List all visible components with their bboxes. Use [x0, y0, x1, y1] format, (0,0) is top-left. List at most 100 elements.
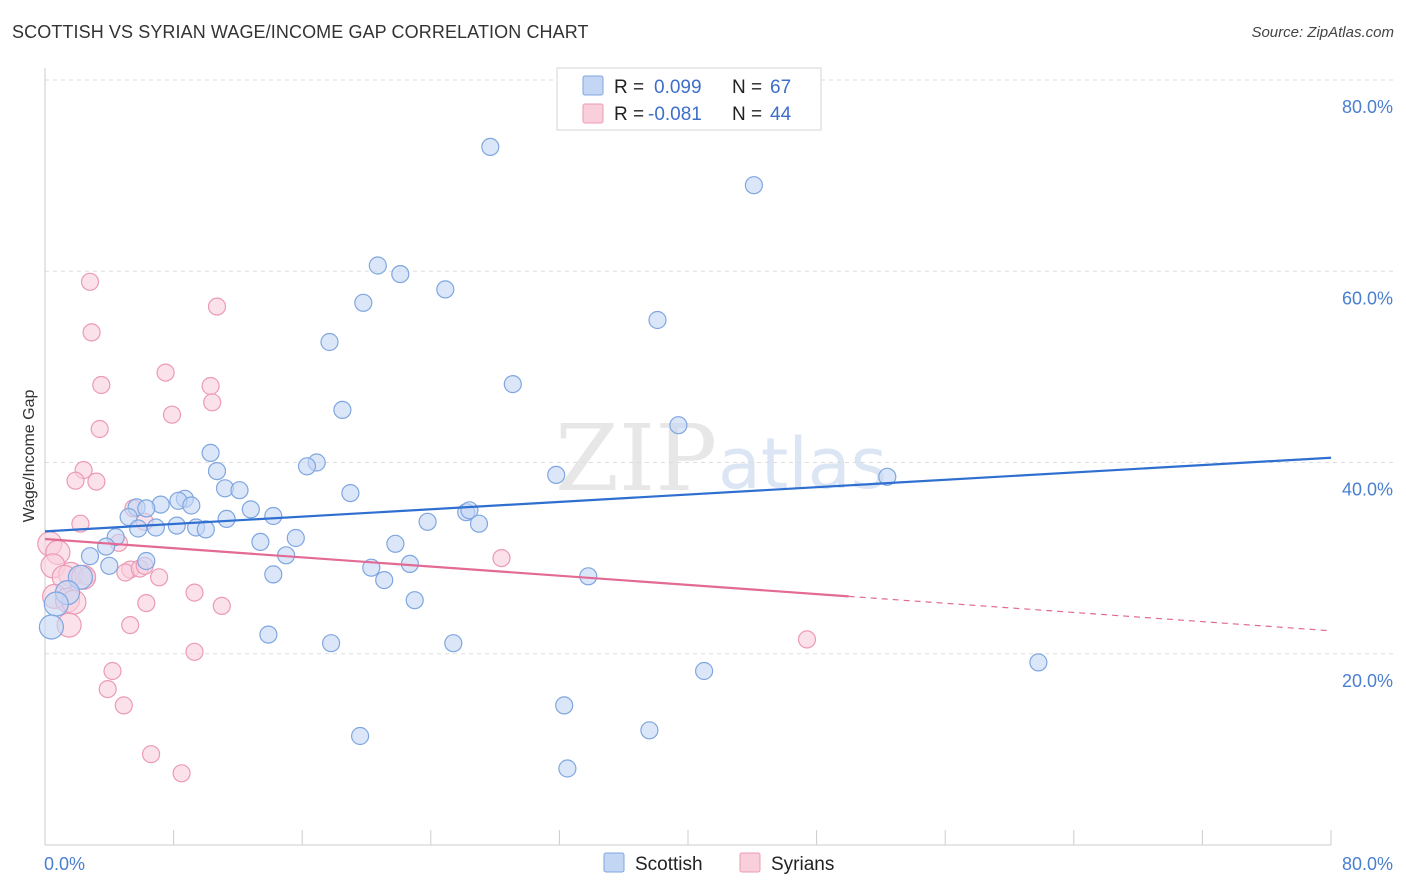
trend-line-syrians-extension — [848, 595, 1332, 632]
syrians-point-7 — [162, 405, 182, 424]
trend-lines — [44, 456, 1332, 632]
scottish-point-60 — [444, 634, 463, 653]
legend-r-label-scottish: R = — [614, 77, 644, 98]
scottish-point-13 — [297, 457, 317, 476]
legend-n-label-syrians: N = — [732, 104, 762, 125]
scottish-point-40 — [286, 528, 305, 548]
watermark: ZIP atlas — [555, 405, 887, 512]
scottish-point-19 — [341, 484, 360, 503]
scottish-point-46 — [137, 551, 156, 571]
scottish-point-2 — [368, 256, 387, 275]
scottish-point-28 — [264, 506, 283, 526]
scottish-point-37 — [129, 519, 148, 538]
scottish-point-27 — [241, 500, 260, 519]
syrians-point-13 — [71, 514, 90, 533]
scottish-point-18 — [230, 481, 249, 500]
correlation-legend: R = 0.099 N = 67 R = -0.081 N = 44 — [556, 67, 822, 131]
scottish-point-0 — [481, 137, 500, 156]
scottish-point-42 — [386, 534, 405, 553]
syrians-point-5 — [201, 376, 220, 396]
gridlines — [45, 79, 1393, 655]
scottish-point-8 — [503, 375, 522, 394]
scottish-point-56 — [43, 591, 69, 617]
legend-r-value-scottish: 0.099 — [654, 77, 702, 98]
scottish-point-6 — [648, 310, 667, 330]
y-tick-label-80: 80.0% — [1342, 97, 1393, 117]
scottish-point-38 — [196, 520, 215, 539]
scottish-point-35 — [167, 516, 186, 535]
syrians-point-8 — [90, 419, 109, 439]
scottish-point-29 — [217, 509, 236, 529]
syrians-point-4 — [92, 375, 111, 395]
scottish-point-14 — [547, 465, 566, 484]
scottish-point-33 — [469, 514, 489, 533]
scottish-point-39 — [146, 518, 165, 537]
syrians-point-34 — [212, 596, 231, 616]
legend-r-label-syrians: R = — [614, 104, 644, 125]
scottish-point-62 — [694, 661, 714, 681]
scottish-point-22 — [182, 496, 201, 515]
scottish-point-49 — [100, 556, 119, 575]
scottish-point-16 — [207, 462, 227, 481]
scottish-point-57 — [38, 614, 65, 640]
scottish-point-32 — [418, 512, 437, 531]
syrians-point-10 — [66, 471, 85, 490]
x-tick-label-max: 80.0% — [1342, 854, 1393, 874]
scottish-point-59 — [322, 634, 341, 653]
watermark-atlas: atlas — [718, 423, 887, 505]
scottish-point-9 — [333, 400, 352, 419]
syrians-point-26 — [150, 568, 169, 587]
y-tick-label-40: 40.0% — [1342, 480, 1393, 500]
scottish-point-10 — [669, 416, 688, 435]
syrians-point-0 — [80, 272, 100, 291]
legend-swatch-syrians — [582, 103, 604, 124]
syrians-point-6 — [203, 393, 222, 412]
scottish-point-3 — [391, 265, 410, 284]
legend-r-value-syrians: -0.081 — [648, 104, 702, 125]
syrians-point-32 — [137, 593, 156, 613]
y-tick-label-20: 20.0% — [1342, 671, 1393, 691]
bottom-legend-label-scottish: Scottish — [635, 854, 703, 875]
scottish-point-63 — [555, 696, 574, 715]
watermark-zip: ZIP — [555, 405, 717, 512]
bottom-legend-label-syrians: Syrians — [771, 854, 834, 875]
scottish-point-65 — [351, 726, 370, 746]
legend-n-value-syrians: 44 — [770, 104, 792, 125]
syrians-point-18 — [492, 548, 511, 568]
syrians-point-41 — [114, 696, 133, 715]
scottish-point-58 — [259, 625, 278, 644]
syrians-point-3 — [156, 363, 175, 382]
bottom-legend-swatch-scottish — [603, 852, 625, 873]
syrians-point-40 — [98, 679, 117, 699]
scottish-point-66 — [558, 759, 577, 778]
scottish-point-51 — [375, 570, 394, 590]
scottish-point-5 — [354, 293, 373, 312]
y-tick-label-60: 60.0% — [1342, 288, 1393, 308]
series-scottish-points — [38, 137, 1048, 778]
scottish-point-61 — [1029, 653, 1048, 672]
syrians-point-29 — [185, 583, 204, 602]
bottom-legend-swatch-syrians — [739, 852, 761, 873]
syrians-point-42 — [142, 745, 161, 764]
chart-title: SCOTTISH VS SYRIAN WAGE/INCOME GAP CORRE… — [12, 22, 589, 42]
syrians-point-39 — [103, 661, 122, 681]
source-label: Source: ZipAtlas.com — [1251, 24, 1394, 41]
syrians-point-38 — [185, 642, 204, 661]
scottish-point-43 — [96, 537, 116, 556]
syrians-point-37 — [797, 630, 817, 649]
trend-line-syrians — [44, 537, 849, 598]
syrians-point-11 — [87, 472, 106, 491]
y-tick-labels: 20.0% 40.0% 60.0% 80.0% — [1342, 97, 1393, 691]
scottish-point-54 — [405, 591, 424, 610]
scottish-point-41 — [251, 532, 270, 552]
scottish-point-4 — [436, 280, 455, 299]
scottish-point-7 — [320, 332, 339, 352]
scottish-point-25 — [137, 499, 156, 518]
legend-n-label-scottish: N = — [732, 77, 762, 98]
syrians-point-43 — [172, 764, 191, 783]
syrians-point-2 — [82, 323, 101, 342]
scottish-point-11 — [201, 443, 220, 462]
scottish-point-15 — [878, 467, 897, 486]
syrians-point-1 — [207, 297, 227, 316]
